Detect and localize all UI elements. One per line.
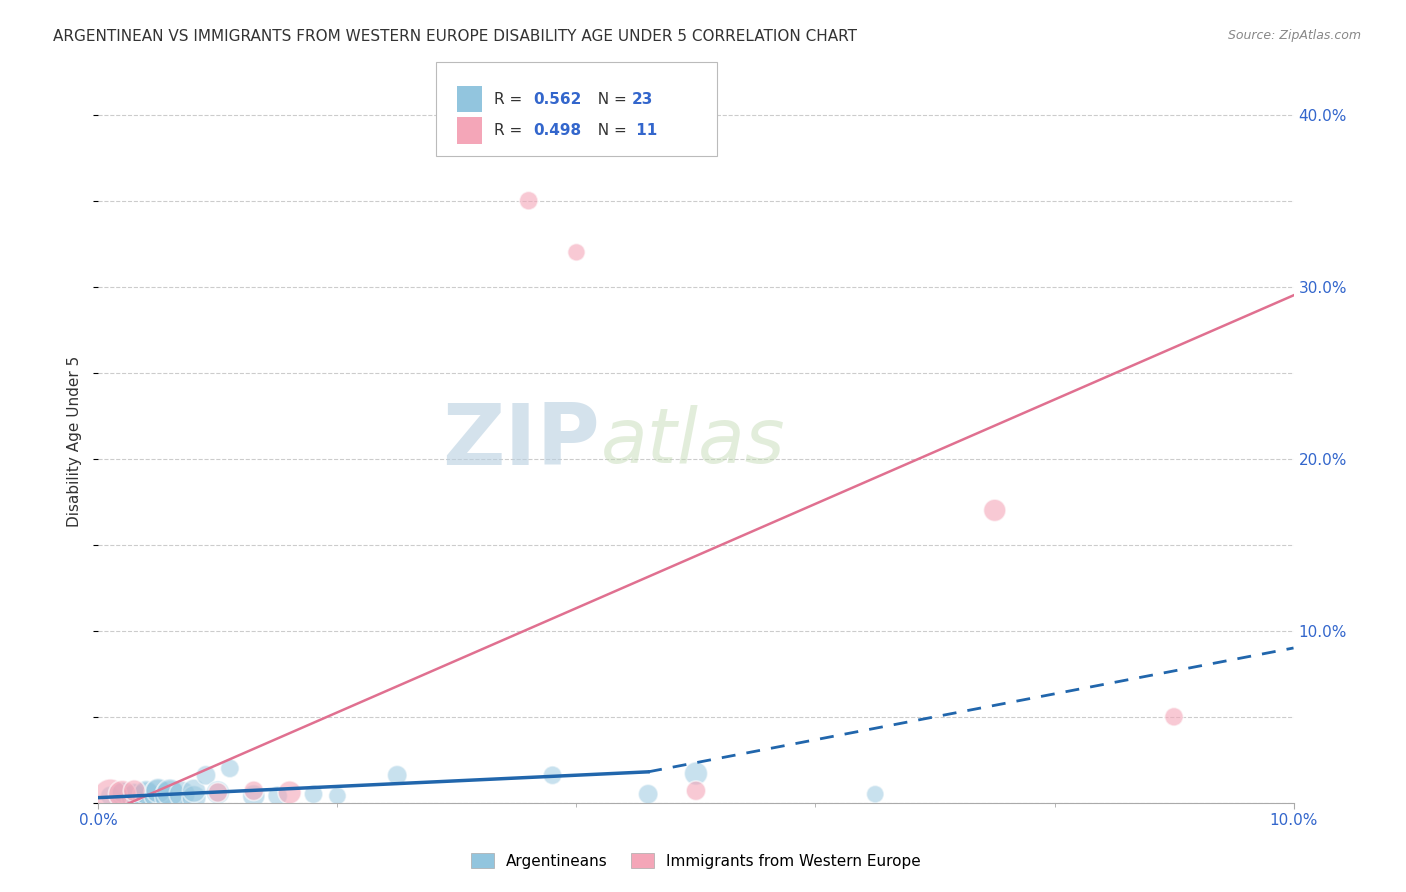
Point <box>148 784 170 798</box>
Point <box>195 768 218 782</box>
Text: R =: R = <box>494 92 527 107</box>
Text: 23: 23 <box>631 92 652 107</box>
Point <box>124 787 146 801</box>
Point <box>541 768 564 782</box>
Y-axis label: Disability Age Under 5: Disability Age Under 5 <box>67 356 83 527</box>
Point <box>984 503 1007 517</box>
Text: ARGENTINEAN VS IMMIGRANTS FROM WESTERN EUROPE DISABILITY AGE UNDER 5 CORRELATION: ARGENTINEAN VS IMMIGRANTS FROM WESTERN E… <box>53 29 858 44</box>
Point <box>183 790 205 805</box>
Point <box>135 785 157 799</box>
Point <box>111 785 134 799</box>
Point <box>172 787 194 801</box>
Point <box>135 789 157 803</box>
Text: Source: ZipAtlas.com: Source: ZipAtlas.com <box>1227 29 1361 42</box>
Text: 0.562: 0.562 <box>533 92 581 107</box>
Point <box>302 787 325 801</box>
Point <box>183 784 205 798</box>
Point <box>111 787 134 801</box>
Point <box>517 194 540 208</box>
Text: atlas: atlas <box>600 405 785 478</box>
Point <box>326 789 349 803</box>
Point <box>278 785 301 799</box>
Point <box>685 766 707 780</box>
Point <box>98 789 122 803</box>
Point <box>111 787 134 801</box>
Point <box>243 784 266 798</box>
Point <box>637 787 659 801</box>
Point <box>207 785 229 799</box>
Point <box>243 789 266 803</box>
Point <box>124 784 146 798</box>
Point <box>1163 710 1185 724</box>
Point <box>565 245 588 260</box>
Point <box>219 761 242 775</box>
Text: ZIP: ZIP <box>443 400 600 483</box>
Text: R =: R = <box>494 123 527 138</box>
Point <box>159 789 181 803</box>
Point <box>207 785 229 799</box>
Legend: Argentineans, Immigrants from Western Europe: Argentineans, Immigrants from Western Eu… <box>465 847 927 875</box>
Text: 11: 11 <box>631 123 658 138</box>
Point <box>267 789 290 803</box>
Text: N =: N = <box>588 92 631 107</box>
Text: 0.498: 0.498 <box>533 123 581 138</box>
Text: N =: N = <box>588 123 631 138</box>
Point <box>98 789 122 803</box>
Point <box>159 785 181 799</box>
Point <box>385 768 409 782</box>
Point <box>148 787 170 801</box>
Point <box>685 784 707 798</box>
Point <box>865 787 887 801</box>
Point <box>124 790 146 805</box>
